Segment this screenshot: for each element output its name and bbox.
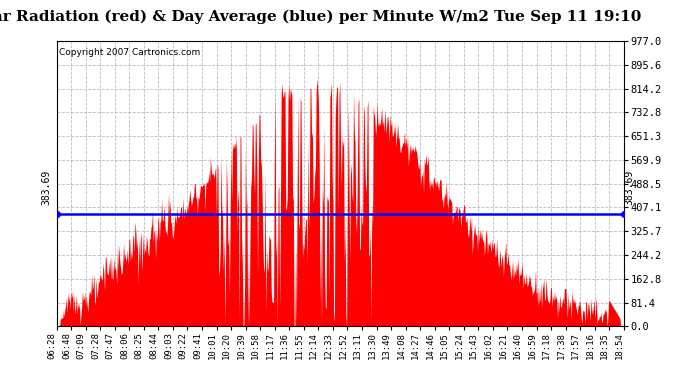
Text: Solar Radiation (red) & Day Average (blue) per Minute W/m2 Tue Sep 11 19:10: Solar Radiation (red) & Day Average (blu… [0, 9, 641, 24]
Text: Copyright 2007 Cartronics.com: Copyright 2007 Cartronics.com [59, 48, 201, 57]
Text: 383.69: 383.69 [42, 170, 52, 205]
Text: 383.69: 383.69 [624, 170, 634, 205]
